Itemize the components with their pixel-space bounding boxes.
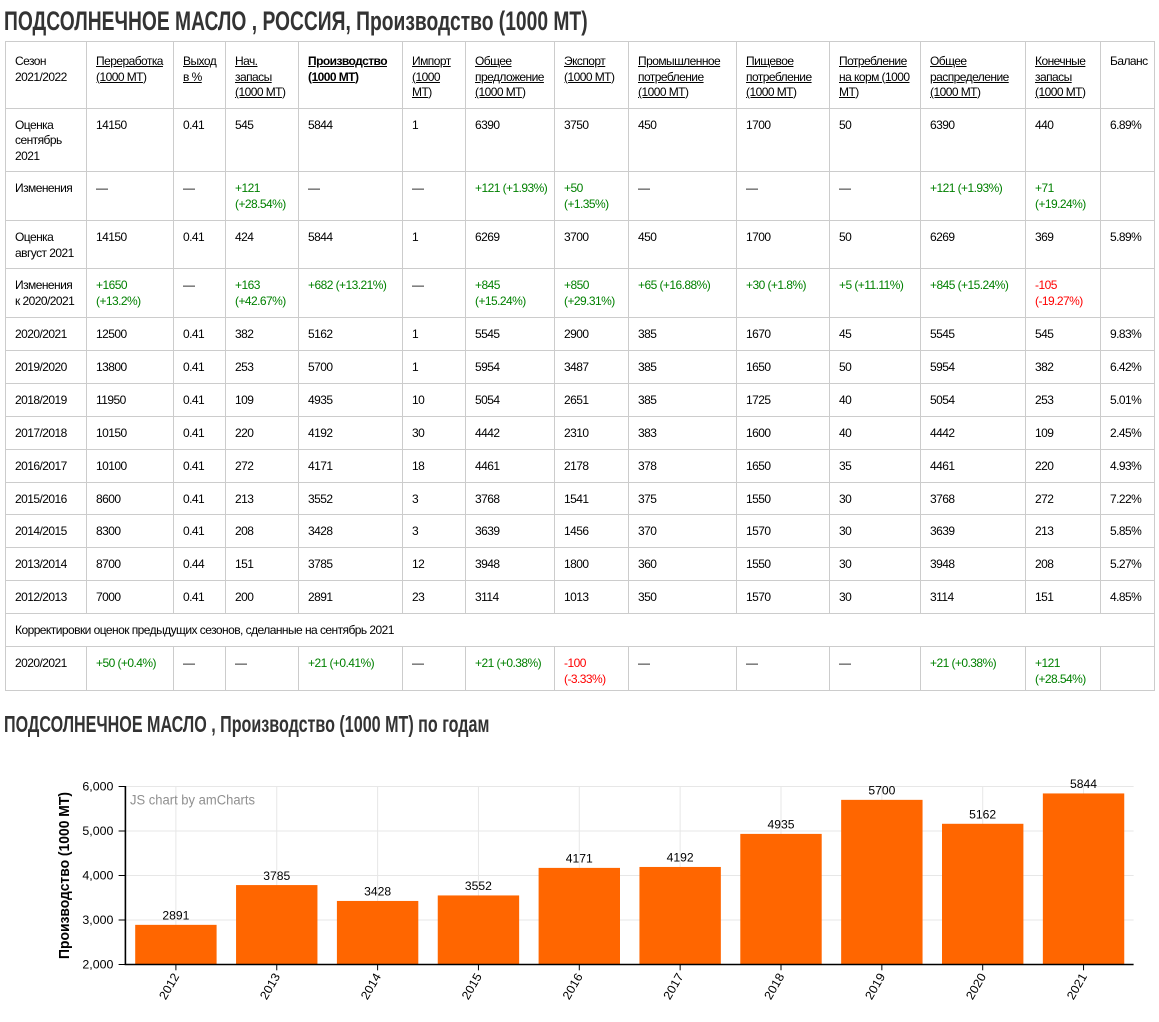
svg-text:2021: 2021 — [1064, 970, 1090, 1002]
svg-text:5162: 5162 — [969, 807, 996, 821]
svg-text:3552: 3552 — [465, 879, 492, 893]
svg-text:2015: 2015 — [459, 970, 485, 1002]
svg-text:2,000: 2,000 — [82, 957, 113, 971]
svg-text:2012: 2012 — [156, 970, 182, 1002]
svg-text:4935: 4935 — [768, 818, 795, 832]
svg-text:2017: 2017 — [660, 970, 686, 1002]
svg-text:JS chart by amCharts: JS chart by amCharts — [130, 792, 255, 807]
svg-text:2020: 2020 — [963, 970, 989, 1002]
svg-text:2014: 2014 — [358, 970, 384, 1002]
svg-text:4171: 4171 — [566, 852, 593, 866]
svg-text:3785: 3785 — [263, 869, 290, 883]
svg-text:5844: 5844 — [1070, 777, 1097, 791]
svg-text:2891: 2891 — [162, 909, 189, 923]
svg-text:3428: 3428 — [364, 885, 391, 899]
svg-text:2013: 2013 — [257, 970, 283, 1002]
svg-text:2019: 2019 — [862, 970, 888, 1002]
svg-text:4192: 4192 — [667, 851, 694, 865]
svg-text:Производство (1000 МТ): Производство (1000 МТ) — [56, 792, 73, 959]
svg-text:2018: 2018 — [761, 970, 787, 1002]
svg-text:3,000: 3,000 — [82, 913, 113, 927]
svg-text:5700: 5700 — [868, 784, 895, 798]
svg-text:4,000: 4,000 — [82, 868, 113, 882]
svg-text:6,000: 6,000 — [82, 779, 113, 793]
svg-text:5,000: 5,000 — [82, 824, 113, 838]
svg-text:2016: 2016 — [560, 970, 586, 1002]
